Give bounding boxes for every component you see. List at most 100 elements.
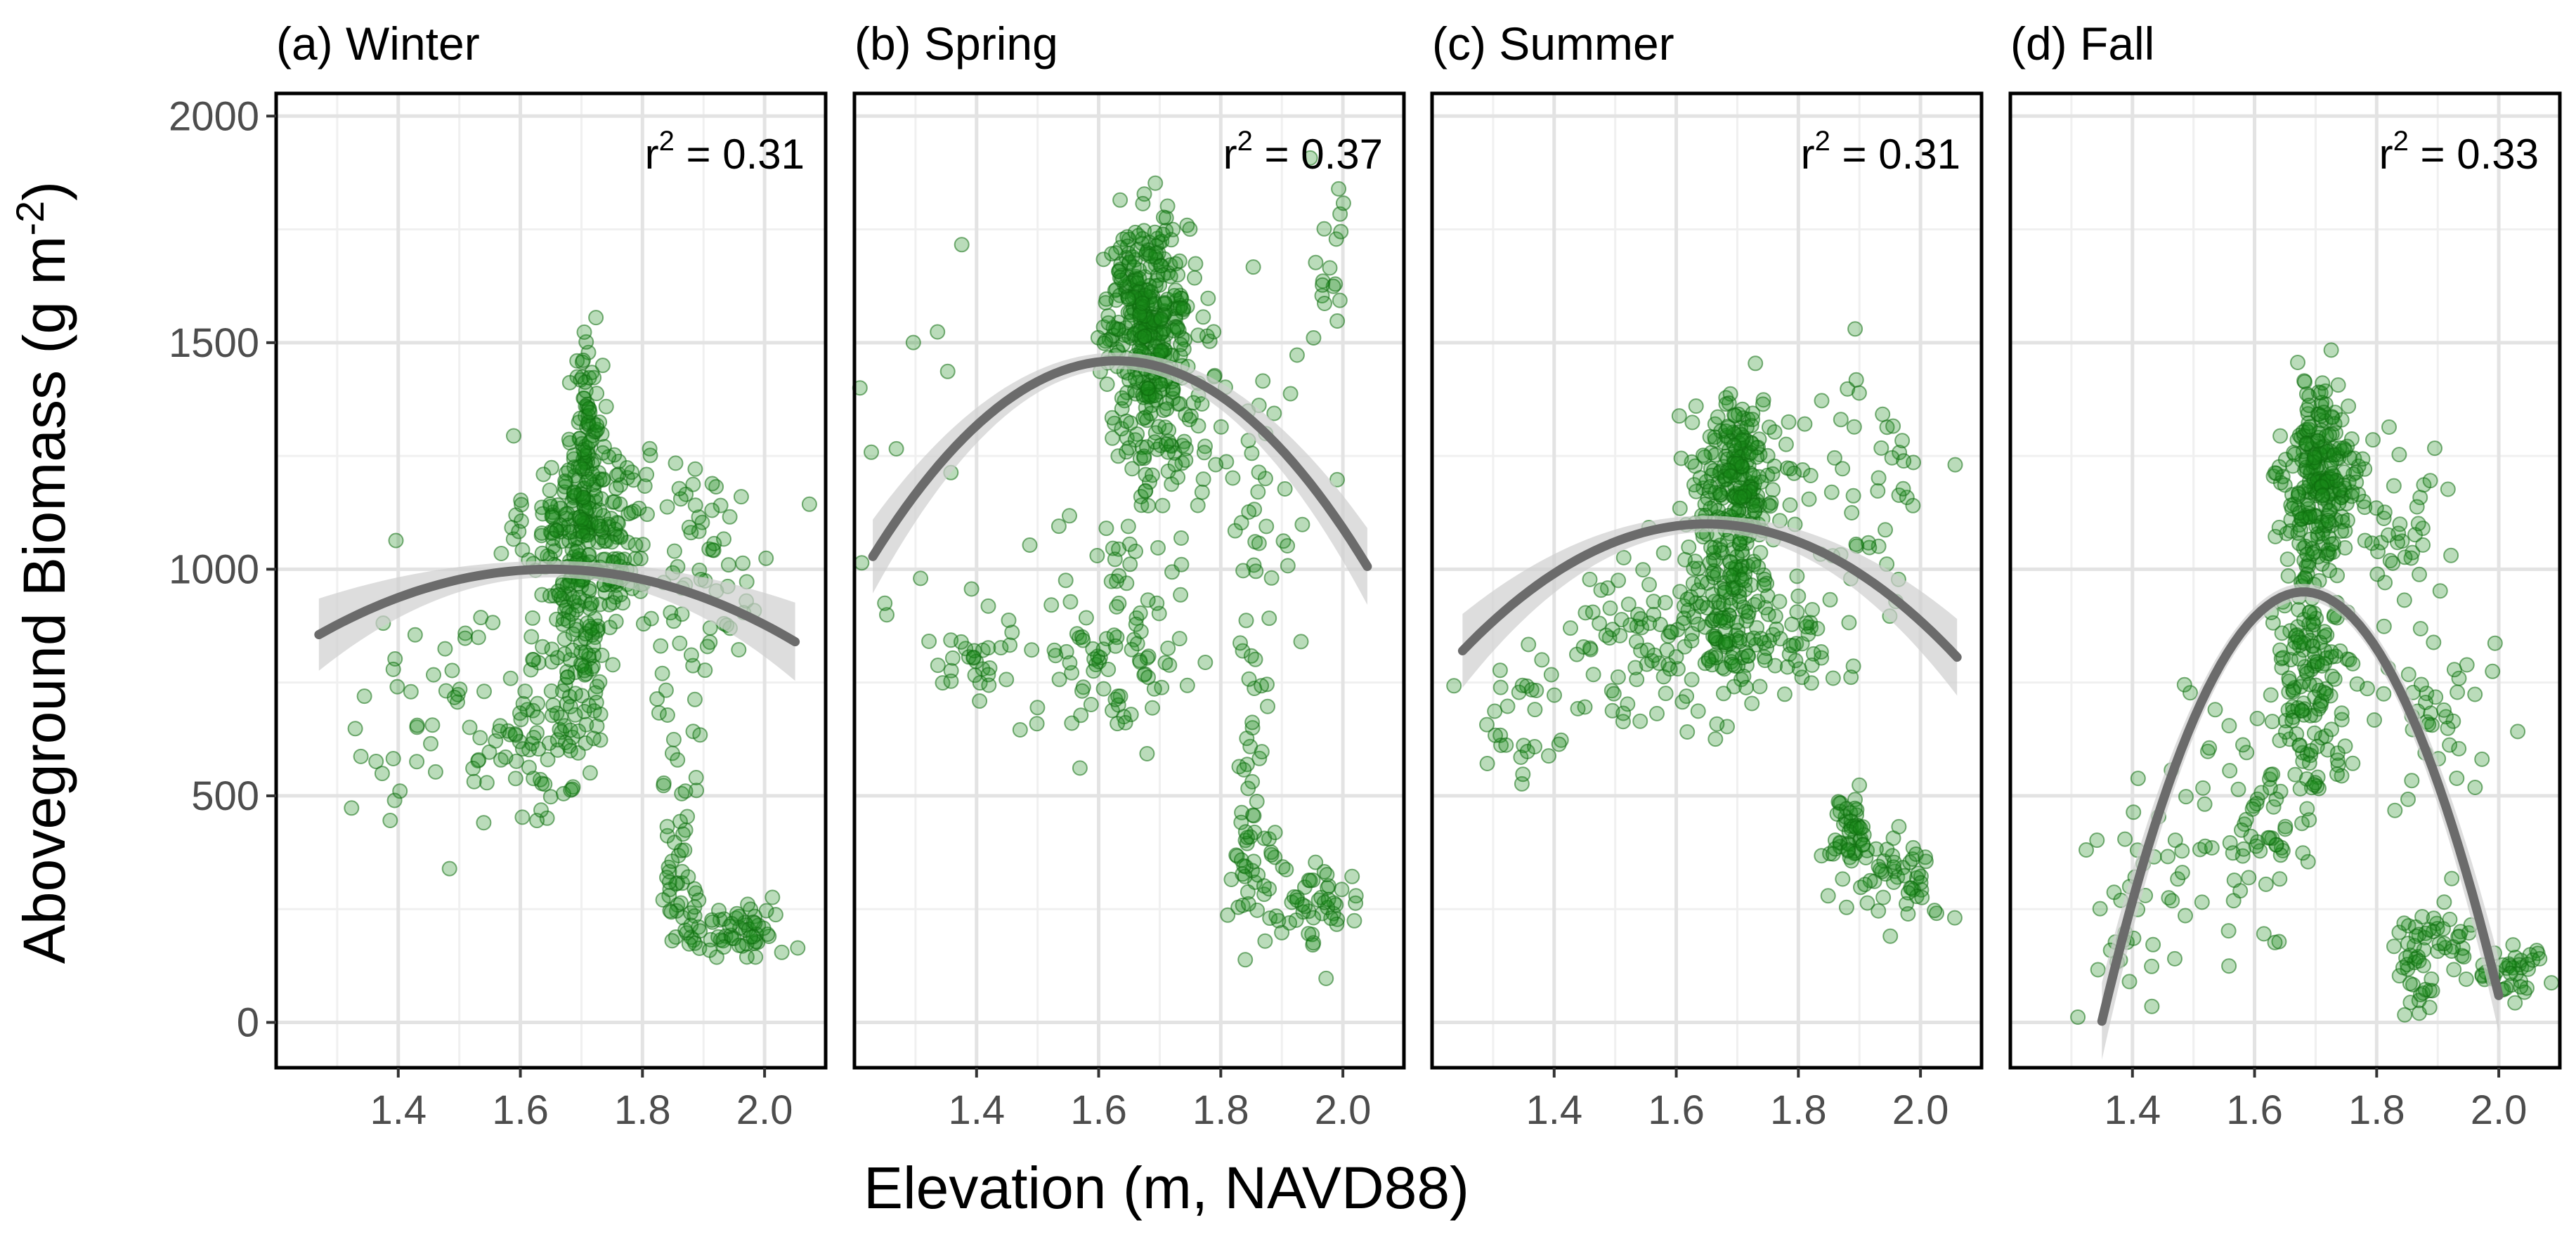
data-point: [706, 535, 722, 551]
data-point: [1137, 483, 1153, 499]
data-point: [1855, 837, 1871, 853]
x-tick-label: 2.0: [1892, 1087, 1949, 1133]
x-tick-label: 2.0: [2471, 1087, 2528, 1133]
data-point: [1179, 677, 1195, 693]
data-point: [1236, 761, 1252, 778]
data-point: [1160, 640, 1176, 656]
y-tick-label: 2000: [169, 93, 259, 139]
data-point: [1143, 248, 1159, 264]
data-point: [1629, 672, 1645, 688]
data-point: [1182, 221, 1198, 237]
data-point: [2291, 738, 2308, 754]
data-point: [692, 727, 708, 743]
data-point: [713, 497, 729, 513]
data-point: [1848, 536, 1864, 552]
data-point: [2121, 974, 2138, 990]
data-point: [479, 775, 495, 791]
data-point: [1627, 660, 1644, 676]
x-tick-label: 1.8: [614, 1087, 671, 1133]
data-point: [2174, 865, 2190, 881]
data-point: [457, 625, 474, 641]
data-point: [2317, 624, 2333, 640]
data-point: [514, 809, 531, 825]
data-point: [1794, 669, 1810, 686]
data-point: [502, 670, 519, 686]
data-point: [1289, 892, 1305, 908]
x-tick-label: 1.6: [2226, 1087, 2283, 1133]
data-point: [1240, 896, 1256, 912]
data-point: [1528, 683, 1544, 698]
data-point: [2507, 995, 2523, 1011]
data-point: [2376, 618, 2392, 634]
data-point: [1657, 595, 1673, 610]
data-point: [2144, 958, 2160, 974]
data-point: [1159, 401, 1175, 417]
data-point: [535, 506, 551, 522]
data-point: [560, 613, 576, 629]
data-point: [1157, 294, 1173, 310]
data-point: [1171, 631, 1188, 647]
data-point: [514, 741, 531, 757]
data-point: [1692, 470, 1708, 486]
data-point: [2264, 714, 2280, 730]
data-point: [1267, 825, 1283, 841]
data-point: [1886, 854, 1902, 870]
data-point: [1804, 602, 1821, 617]
data-point: [531, 741, 547, 757]
data-point: [1166, 322, 1182, 339]
data-point: [589, 417, 605, 433]
data-point: [1075, 632, 1091, 648]
data-point: [1806, 646, 1821, 662]
data-point: [1717, 634, 1733, 650]
data-point: [1615, 714, 1631, 730]
data-point: [1885, 418, 1901, 434]
data-point: [1598, 627, 1614, 643]
data-point: [1852, 820, 1868, 837]
data-point: [1322, 260, 1338, 276]
data-point: [2265, 766, 2281, 783]
data-point: [1677, 551, 1693, 568]
data-point: [1801, 491, 1817, 507]
data-point: [1249, 794, 1265, 809]
data-point: [1896, 453, 1912, 469]
data-point: [576, 704, 592, 719]
data-point: [1487, 703, 1503, 719]
r-squared-symbol: r: [1223, 131, 1237, 178]
data-point: [655, 892, 671, 908]
data-point: [1593, 582, 1609, 598]
data-point: [1105, 430, 1121, 446]
data-point: [1534, 652, 1550, 668]
data-point: [653, 638, 669, 654]
data-point: [1194, 484, 1210, 500]
data-point: [1144, 467, 1160, 483]
data-point: [1247, 651, 1263, 667]
data-point: [1500, 698, 1516, 714]
data-point: [758, 903, 774, 919]
data-point: [512, 705, 528, 721]
data-point: [1847, 800, 1863, 816]
data-point: [1695, 447, 1711, 464]
data-point: [2297, 374, 2312, 390]
data-point: [1868, 841, 1884, 857]
data-point: [1835, 461, 1851, 477]
data-point: [2310, 433, 2326, 449]
data-point: [613, 529, 629, 545]
data-point: [2330, 377, 2346, 393]
data-point: [1744, 695, 1760, 712]
data-point: [2089, 832, 2105, 849]
data-point: [580, 533, 597, 549]
data-point: [1329, 471, 1345, 487]
data-point: [2427, 440, 2442, 457]
data-point: [1514, 677, 1530, 693]
data-point: [735, 555, 751, 571]
data-point: [1072, 760, 1088, 776]
y-tick-label: 0: [237, 1000, 259, 1045]
data-points: [2070, 342, 2559, 1025]
data-point: [790, 940, 806, 956]
data-point: [671, 480, 687, 497]
data-point: [1078, 610, 1094, 626]
data-point: [1679, 591, 1696, 607]
panel-title: (a) Winter: [276, 18, 480, 70]
data-point: [656, 775, 672, 791]
